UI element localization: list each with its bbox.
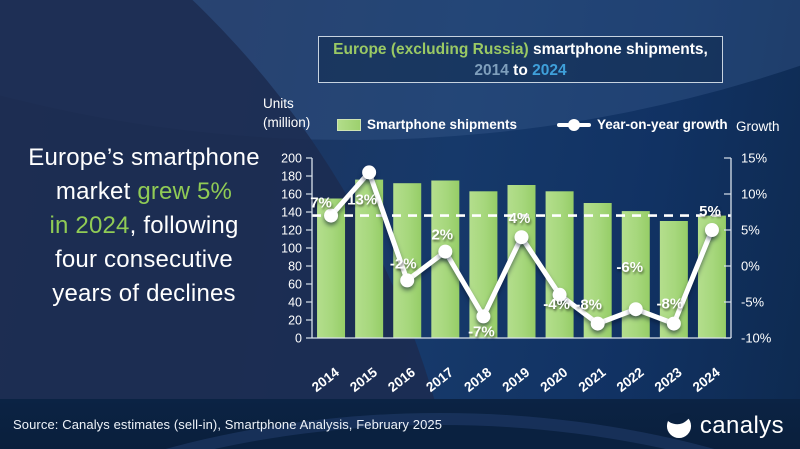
legend-label-growth: Year-on-year growth <box>597 117 728 132</box>
bar-2022 <box>621 211 650 338</box>
left-axis-title: Units (million) <box>263 94 310 132</box>
x-axis-label-2015: 2015 <box>347 364 380 395</box>
growth-label-2017: 2% <box>431 227 453 244</box>
line-marker-icon <box>557 118 592 131</box>
growth-label-2021: -8% <box>575 297 602 314</box>
growth-point-2016 <box>400 273 415 288</box>
left-axis-tick-label: 0 <box>295 332 302 346</box>
x-axis-label-2023: 2023 <box>652 364 685 395</box>
left-axis-tick-label: 40 <box>288 296 302 310</box>
canalys-logo: canalys <box>665 412 784 440</box>
headline-line: in 2024, following <box>6 209 282 243</box>
growth-point-2014 <box>324 208 339 223</box>
left-axis-tick-label: 100 <box>281 242 302 256</box>
growth-label-2024: 5% <box>699 203 721 220</box>
x-axis-label-2024: 2024 <box>690 364 723 395</box>
growth-label-2016: -2% <box>390 255 417 272</box>
text-segment: grew 5% <box>137 178 233 205</box>
right-axis-tick-label: 0% <box>741 259 760 274</box>
text-segment: Europe’s smartphone <box>28 144 260 171</box>
text-segment: 2014 <box>474 61 509 79</box>
text-segment: market <box>55 178 138 205</box>
growth-point-2024 <box>704 223 719 237</box>
right-axis-tick-label: 5% <box>741 223 760 238</box>
text-segment: , following <box>129 212 239 239</box>
canalys-logo-icon <box>666 412 691 439</box>
text-segment: in 2024 <box>49 212 130 239</box>
left-axis-tick-label: 140 <box>281 206 302 220</box>
footer-strip <box>0 399 800 449</box>
x-axis-label-2018: 2018 <box>461 364 494 395</box>
headline-text: Europe’s smartphone market grew 5% in 2024… <box>6 141 282 311</box>
text-segment: 2024 <box>532 61 567 79</box>
legend-label-shipments: Smartphone shipments <box>367 117 518 132</box>
left-axis-title-units: Units <box>263 96 294 111</box>
chart-title-box: Europe (excluding Russia) smartphone shi… <box>318 36 723 83</box>
headline-line: years of declines <box>6 277 282 311</box>
x-axis-label-2021: 2021 <box>576 364 609 395</box>
left-axis-tick-label: 200 <box>281 152 302 166</box>
right-axis-tick-label: 15% <box>741 151 767 166</box>
x-axis-label-2016: 2016 <box>385 364 418 395</box>
x-axis-label-2019: 2019 <box>499 365 532 395</box>
growth-label-2020: -4% <box>543 296 570 313</box>
right-axis-tick-label: -10% <box>741 331 772 346</box>
right-axis-tick-label: 10% <box>741 187 767 202</box>
growth-label-2014: 7% <box>310 195 332 212</box>
left-axis-tick-label: 80 <box>288 260 302 274</box>
headline-line: four consecutive <box>6 243 282 277</box>
headline-line: market grew 5% <box>6 175 282 209</box>
left-axis-title-million: (million) <box>263 115 311 130</box>
source-attribution: Source: Canalys estimates (sell-in), Sma… <box>13 417 443 432</box>
growth-label-2023: -8% <box>657 296 684 313</box>
chart-legend: Smartphone shipments Year-on-year growth <box>337 117 728 132</box>
text-segment: to <box>508 61 533 79</box>
x-axis-label-2014: 2014 <box>309 364 342 395</box>
growth-point-2020 <box>552 287 567 302</box>
growth-point-2021 <box>590 316 605 331</box>
bar-2020 <box>545 191 574 338</box>
left-axis-tick-label: 20 <box>288 314 302 328</box>
text-segment: four consecutive <box>55 246 233 273</box>
growth-point-2015 <box>362 165 377 180</box>
x-axis-label-2022: 2022 <box>614 365 647 395</box>
growth-point-2018 <box>476 309 491 324</box>
right-axis-title: Growth <box>736 119 780 134</box>
canalys-logo-text: canalys <box>699 412 784 439</box>
growth-point-2019 <box>514 230 529 245</box>
x-axis-label-2017: 2017 <box>423 365 456 395</box>
bar-swatch-icon <box>337 118 361 131</box>
growth-point-2023 <box>666 316 681 331</box>
left-axis-tick-label: 60 <box>288 278 302 292</box>
chart-title-line2: 2014 to 2024 <box>474 60 566 81</box>
chart-title-line1: Europe (excluding Russia) smartphone shi… <box>333 39 708 60</box>
headline-line: Europe’s smartphone <box>6 141 282 175</box>
legend-item-shipments: Smartphone shipments <box>337 117 517 132</box>
x-axis-label-2020: 2020 <box>538 365 571 395</box>
growth-label-2019: 4% <box>509 210 531 227</box>
left-axis-tick-label: 180 <box>281 170 302 184</box>
growth-label-2015: 13% <box>347 191 377 208</box>
legend-item-growth: Year-on-year growth <box>557 117 728 132</box>
left-axis-tick-label: 120 <box>281 224 302 238</box>
text-segment: years of declines <box>52 280 236 307</box>
text-segment: smartphone shipments, <box>528 40 708 58</box>
right-axis-tick-label: -5% <box>741 295 765 310</box>
growth-point-2022 <box>628 302 643 317</box>
growth-label-2022: -6% <box>616 259 643 276</box>
text-segment: Europe (excluding Russia) <box>333 40 529 58</box>
growth-point-2017 <box>438 244 453 259</box>
growth-label-2018: -7% <box>468 323 495 340</box>
left-axis-tick-label: 160 <box>281 188 302 202</box>
